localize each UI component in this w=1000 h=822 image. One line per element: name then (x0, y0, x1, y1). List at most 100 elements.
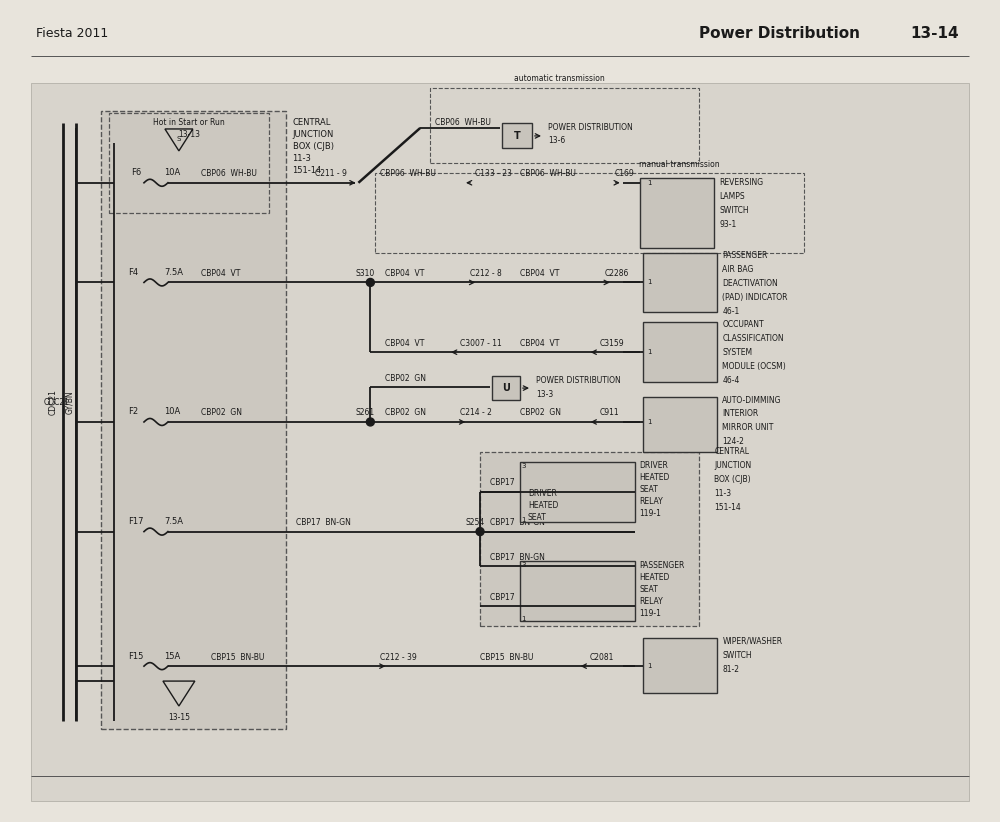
Text: F2: F2 (128, 408, 138, 417)
Text: CBP15  BN-BU: CBP15 BN-BU (480, 653, 533, 662)
Text: 1: 1 (521, 616, 525, 622)
Text: CBP04  VT: CBP04 VT (385, 269, 425, 278)
Text: CBP06  WH-BU: CBP06 WH-BU (380, 169, 436, 178)
Text: GY/BN: GY/BN (65, 390, 74, 413)
Text: DRIVER: DRIVER (528, 489, 557, 498)
Text: 1: 1 (648, 180, 652, 186)
Text: 3: 3 (521, 562, 525, 569)
Circle shape (476, 528, 484, 536)
Text: 93-1: 93-1 (719, 220, 737, 229)
Bar (643, 638, 717, 693)
Text: C212 - 39: C212 - 39 (380, 653, 417, 662)
Text: 13-13: 13-13 (178, 131, 200, 140)
Text: S254: S254 (465, 518, 484, 527)
Text: Fiesta 2011: Fiesta 2011 (36, 27, 109, 39)
Bar (523, 464, 632, 519)
Text: RELAY: RELAY (640, 497, 663, 506)
Bar (523, 565, 632, 618)
Text: BOX (CJB): BOX (CJB) (714, 475, 751, 484)
Text: 151-14: 151-14 (714, 503, 741, 512)
Text: T: T (514, 131, 520, 141)
Bar (101, 111, 286, 729)
Text: CBP02  GN: CBP02 GN (385, 409, 426, 418)
Text: WIPER/WASHER: WIPER/WASHER (722, 637, 783, 646)
Text: 13-6: 13-6 (548, 136, 565, 145)
Text: PASSENGER: PASSENGER (640, 561, 685, 570)
Text: 11-3: 11-3 (714, 489, 732, 498)
Text: HEATED: HEATED (640, 573, 670, 582)
Bar (640, 178, 714, 247)
Text: Hot in Start or Run: Hot in Start or Run (153, 118, 225, 127)
Text: CBP15  BN-BU: CBP15 BN-BU (211, 653, 264, 662)
Text: POWER DISTRIBUTION: POWER DISTRIBUTION (548, 123, 633, 132)
Text: 7.5A: 7.5A (164, 517, 183, 526)
Text: 3: 3 (521, 463, 525, 469)
Bar (646, 400, 714, 449)
Text: POWER DISTRIBUTION: POWER DISTRIBUTION (536, 376, 621, 385)
Text: BOX (CJB): BOX (CJB) (293, 142, 334, 151)
Text: JUNCTION: JUNCTION (293, 131, 334, 140)
Text: AUTO-DIMMING: AUTO-DIMMING (722, 395, 782, 404)
Circle shape (366, 279, 374, 286)
Bar (375, 173, 804, 252)
Text: C3159: C3159 (600, 339, 624, 348)
Text: CBP04  VT: CBP04 VT (201, 269, 240, 278)
Text: MIRROR UNIT: MIRROR UNIT (722, 423, 774, 432)
Text: C212 - 8: C212 - 8 (470, 269, 502, 278)
Text: 1: 1 (648, 663, 652, 669)
Bar (31, 83, 969, 801)
Bar (646, 256, 714, 309)
Text: 10A: 10A (164, 408, 180, 417)
Text: C911: C911 (600, 409, 619, 418)
Text: CDC21: CDC21 (43, 398, 69, 407)
Text: CBP06  WH-BU: CBP06 WH-BU (435, 118, 491, 127)
Text: SEAT: SEAT (528, 513, 547, 522)
Text: RELAY: RELAY (640, 597, 663, 606)
Text: SYSTEM: SYSTEM (722, 348, 753, 357)
Text: 119-1: 119-1 (640, 509, 661, 518)
Text: CBP17  BN-GN: CBP17 BN-GN (490, 593, 545, 602)
Text: REVERSING: REVERSING (719, 178, 764, 187)
Bar (430, 88, 699, 163)
Text: 13-15: 13-15 (168, 713, 190, 723)
Text: INTERIOR: INTERIOR (722, 409, 759, 418)
Text: CBP02  GN: CBP02 GN (201, 409, 242, 418)
Text: S: S (177, 136, 181, 142)
Text: CBP02  GN: CBP02 GN (520, 409, 561, 418)
Text: SWITCH: SWITCH (719, 206, 749, 215)
Circle shape (366, 418, 374, 426)
Text: 11-3: 11-3 (293, 155, 311, 164)
Text: automatic transmission: automatic transmission (514, 74, 605, 83)
Text: CBP17  BN-GN: CBP17 BN-GN (296, 518, 350, 527)
Text: CBP02  GN: CBP02 GN (385, 374, 426, 382)
Text: SEAT: SEAT (640, 485, 658, 494)
Text: HEATED: HEATED (528, 501, 558, 510)
Text: CENTRAL: CENTRAL (714, 447, 749, 456)
Text: 10A: 10A (164, 169, 180, 178)
Text: C214 - 2: C214 - 2 (460, 409, 492, 418)
Text: 7.5A: 7.5A (164, 268, 183, 277)
Text: 1: 1 (648, 349, 652, 355)
Text: 124-2: 124-2 (722, 437, 744, 446)
Text: 151-14: 151-14 (293, 166, 322, 175)
Text: DEACTIVATION: DEACTIVATION (722, 279, 778, 288)
Bar (109, 113, 269, 213)
Text: OCCUPANT: OCCUPANT (722, 320, 764, 329)
Text: S261: S261 (355, 409, 375, 418)
Bar (643, 397, 717, 452)
Text: LAMPS: LAMPS (719, 192, 745, 201)
Text: 1: 1 (648, 419, 652, 425)
Text: CDC21: CDC21 (49, 389, 58, 415)
Text: CENTRAL: CENTRAL (293, 118, 331, 127)
Text: 1: 1 (521, 517, 525, 523)
Text: CBP04  VT: CBP04 VT (520, 269, 559, 278)
Bar (492, 376, 520, 400)
Text: U: U (502, 383, 510, 393)
Text: F6: F6 (131, 169, 141, 178)
Bar (520, 561, 635, 621)
Text: CBP17  BN-GN: CBP17 BN-GN (490, 518, 545, 527)
Text: 81-2: 81-2 (722, 665, 739, 673)
Text: SWITCH: SWITCH (722, 651, 752, 660)
Text: CBP04  VT: CBP04 VT (385, 339, 425, 348)
Bar (643, 322, 717, 382)
